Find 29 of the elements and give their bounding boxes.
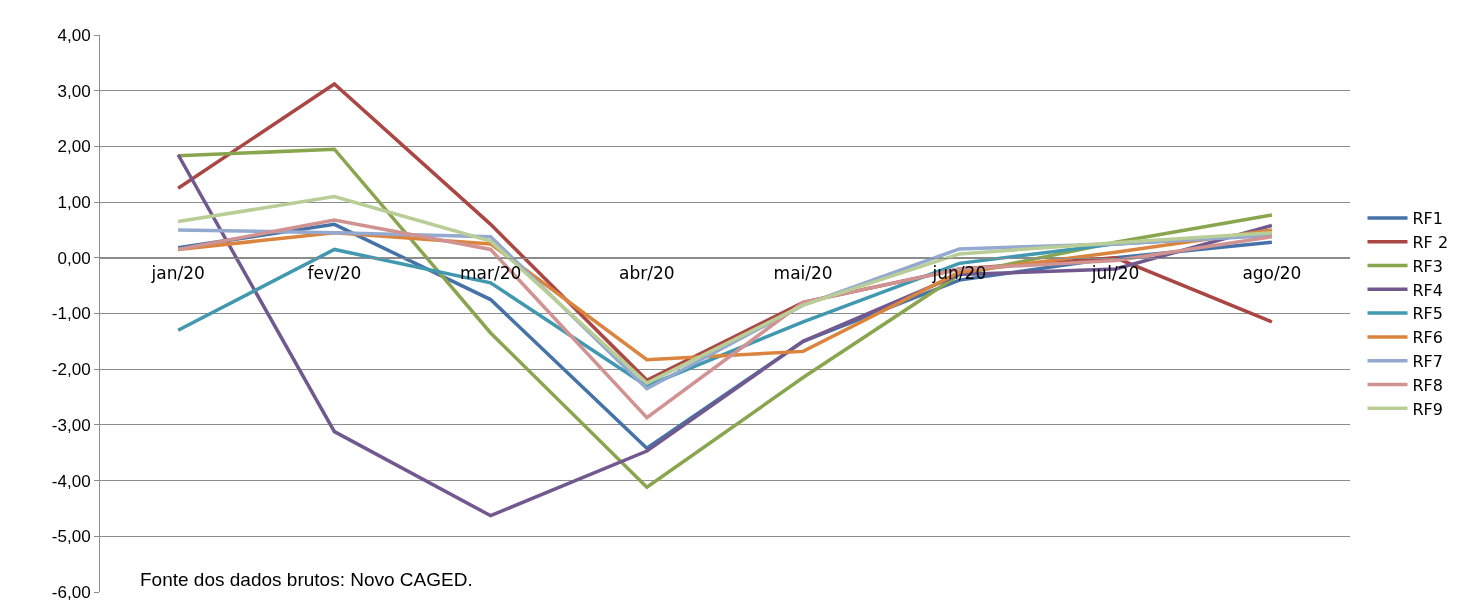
legend-label: RF1: [1412, 209, 1443, 229]
y-tick-label: 3,00: [57, 81, 91, 101]
y-tick-label: -4,00: [51, 471, 91, 491]
x-tick-label: jun/20: [931, 263, 987, 284]
x-tick-label: jul/20: [1090, 263, 1140, 284]
x-tick-label: mar/20: [459, 263, 522, 284]
legend-label: RF 2: [1412, 232, 1449, 252]
legend-label: RF6: [1412, 328, 1443, 348]
x-tick-label: abr/20: [619, 263, 675, 284]
x-tick-label: jan/20: [150, 263, 205, 284]
y-tick-label: -5,00: [51, 527, 91, 547]
y-tick-label: 4,00: [57, 25, 91, 45]
annotation: Fonte dos dados brutos: Novo CAGED.: [140, 569, 473, 590]
y-tick-label: 1,00: [57, 193, 91, 213]
y-tick-label: -1,00: [51, 304, 91, 324]
legend-label: RF9: [1412, 399, 1443, 419]
x-tick-label: fev/20: [307, 263, 362, 284]
y-tick-label: -6,00: [51, 582, 91, 602]
legend-label: RF8: [1412, 375, 1443, 395]
x-tick-label: ago/20: [1242, 263, 1302, 284]
legend-label: RF7: [1412, 351, 1443, 371]
legend-label: RF4: [1412, 280, 1443, 300]
y-tick-label: -3,00: [51, 415, 91, 435]
x-tick-label: mai/20: [773, 263, 833, 284]
y-tick-label: 2,00: [57, 137, 91, 157]
legend-label: RF3: [1412, 256, 1443, 276]
legend-label: RF5: [1412, 304, 1443, 324]
y-tick-label: -2,00: [51, 360, 91, 380]
y-tick-label: 0,00: [57, 248, 91, 268]
